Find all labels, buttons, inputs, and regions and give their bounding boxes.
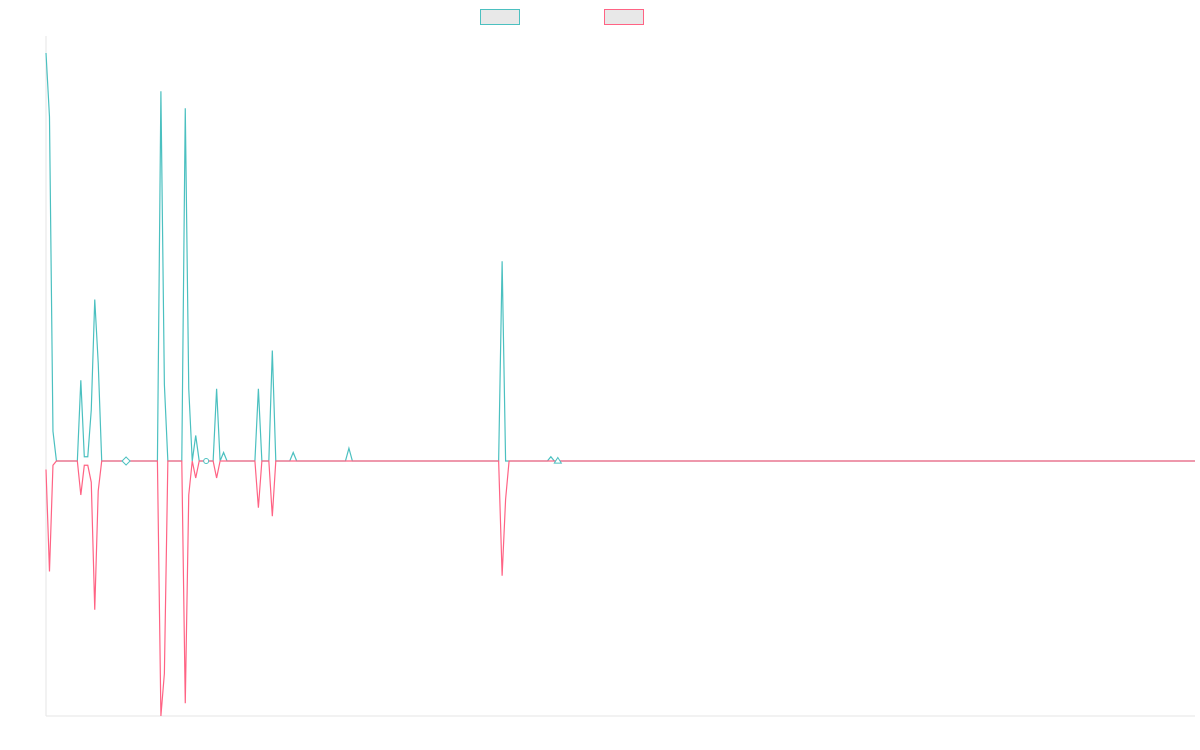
series-line-1[interactable] — [45, 52, 1195, 462]
point-marker-3[interactable] — [553, 456, 563, 464]
point-marker-2[interactable] — [203, 458, 210, 464]
legend-swatch-series-2[interactable] — [604, 9, 644, 25]
series-lines — [45, 52, 1195, 717]
point-markers — [121, 456, 563, 466]
point-marker-1[interactable] — [121, 456, 131, 466]
axes — [45, 36, 1195, 717]
legend-swatch-series-1[interactable] — [480, 9, 520, 25]
series-line-2[interactable] — [45, 460, 1195, 717]
